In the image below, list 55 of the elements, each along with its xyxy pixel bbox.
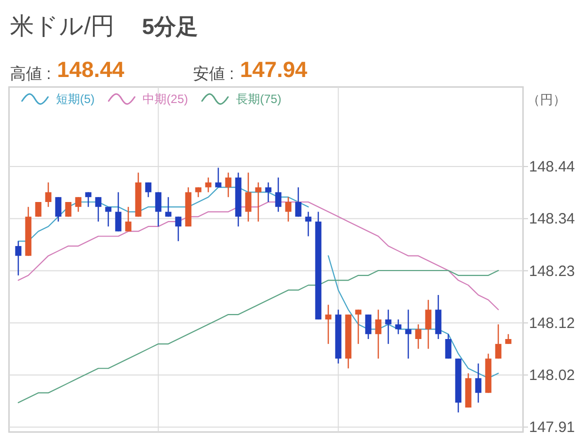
- candlestick: [415, 324, 422, 350]
- legend-label: 中期(25): [142, 92, 188, 106]
- candlestick: [365, 314, 372, 340]
- y-tick-label: 148.44: [529, 158, 575, 176]
- text: 安値 :: [193, 65, 234, 83]
- candlestick: [75, 196, 82, 212]
- candlestick: [115, 192, 122, 232]
- candlestick: [175, 216, 182, 242]
- candlestick: [325, 304, 332, 345]
- legend-label: 短期(5): [56, 92, 95, 106]
- text: 148.44: [57, 57, 126, 82]
- candlestick: [65, 201, 72, 218]
- candlestick: [275, 176, 282, 212]
- candlestick: [45, 182, 52, 208]
- candlestick: [295, 186, 302, 218]
- y-tick-label: 148.12: [529, 314, 575, 332]
- candlestick: [55, 196, 62, 222]
- candlestick: [445, 334, 452, 360]
- y-axis-title: （円）: [527, 92, 566, 107]
- candlestick: [35, 201, 42, 218]
- candlestick: [105, 206, 112, 228]
- text: 147.94: [240, 57, 308, 82]
- candlestick: [505, 334, 512, 345]
- candlestick: [395, 318, 402, 335]
- candlestick: [145, 182, 152, 198]
- candlestick: [155, 192, 162, 228]
- candlestick: [85, 192, 92, 208]
- chart-title: 米ドル/円: [10, 13, 115, 40]
- candlestick: [255, 182, 262, 222]
- candlestick: [475, 362, 482, 404]
- y-tick-label: 147.91: [529, 419, 575, 436]
- candlestick: [285, 196, 292, 222]
- y-tick-label: 148.34: [529, 210, 575, 228]
- candlestick: [205, 176, 212, 193]
- y-tick-label: 148.23: [529, 262, 575, 280]
- candlestick: [215, 167, 222, 188]
- y-tick-label: 148.02: [529, 366, 575, 384]
- candlestick: [495, 324, 502, 360]
- chart-subtitle: 5分足: [142, 14, 198, 39]
- line-series: [18, 270, 499, 404]
- candlestick: [125, 206, 132, 232]
- candlestick: [265, 182, 272, 203]
- candlestick: [425, 299, 432, 350]
- candlestick: [15, 240, 22, 276]
- candlestick: [305, 211, 312, 237]
- legend-label: 長期(75): [236, 92, 282, 106]
- text: 高値 :: [10, 65, 51, 83]
- candlestick: [355, 309, 362, 345]
- candlestick: [225, 172, 232, 198]
- candlestick: [405, 309, 412, 360]
- candlestick: [165, 196, 172, 218]
- candlestick: [245, 172, 252, 222]
- candlestick: [385, 309, 392, 345]
- candlestick: [375, 309, 382, 360]
- candlestick: [95, 196, 102, 222]
